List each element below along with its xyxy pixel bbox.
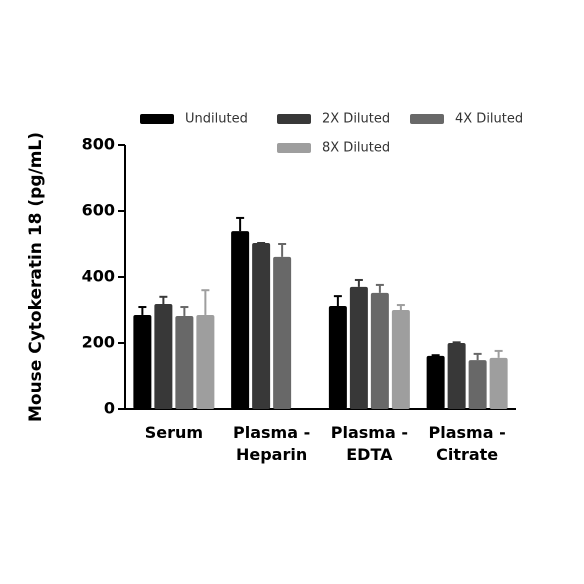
legend-swatch (140, 114, 174, 124)
x-tick-label: Plasma - Heparin (233, 423, 310, 464)
bar (426, 355, 445, 409)
x-tick-label-line: Heparin (236, 445, 307, 464)
error-bar (375, 283, 384, 293)
x-tick-label-line: Serum (145, 423, 203, 442)
bar (231, 231, 250, 409)
error-bar (354, 278, 363, 287)
error-bar (333, 295, 342, 307)
x-tick-label: Plasma - EDTA (331, 423, 408, 464)
legend-label: 8X Diluted (322, 141, 390, 156)
error-bar (138, 306, 147, 315)
legend-swatch (277, 114, 311, 124)
legend-swatch (410, 114, 444, 124)
error-bar (473, 352, 482, 361)
bar (175, 315, 194, 409)
x-tick-label-line: Plasma - (233, 423, 310, 442)
bar (133, 314, 152, 409)
y-axis-label: Mouse Cytokeratin 18 (pg/mL) (26, 132, 46, 422)
error-bar (396, 304, 405, 310)
x-tick-label-line: Citrate (436, 445, 498, 464)
bar (273, 256, 292, 409)
error-bar (201, 289, 210, 315)
bar (328, 306, 347, 409)
x-tick-label-line: EDTA (346, 445, 393, 464)
error-bar (431, 354, 440, 357)
x-tick-label-line: Plasma - (429, 423, 506, 442)
x-tick-label: Serum (145, 423, 203, 442)
error-bar (236, 216, 245, 232)
bar (370, 292, 389, 409)
y-tick-label: 200 (82, 333, 115, 352)
legend-swatch (277, 143, 311, 153)
x-tick-label-line: Plasma - (331, 423, 408, 442)
legend-label: Undiluted (185, 112, 248, 127)
error-bar (180, 306, 189, 316)
y-tick-label: 600 (82, 201, 115, 220)
y-tick-label: 800 (82, 135, 115, 154)
error-bar (494, 349, 503, 358)
bar (391, 310, 410, 409)
legend-label: 2X Diluted (322, 112, 390, 127)
bar (468, 360, 487, 409)
legend-label: 4X Diluted (455, 112, 523, 127)
x-tick-label: Plasma - Citrate (429, 423, 506, 464)
bar (154, 304, 173, 409)
bar (447, 343, 466, 409)
error-bar (159, 295, 168, 305)
bar (489, 357, 508, 409)
bar (252, 243, 271, 409)
bar (349, 286, 368, 409)
y-tick-label: 400 (82, 267, 115, 286)
y-tick-label: 0 (104, 399, 115, 418)
bar (196, 314, 215, 409)
error-bar (452, 341, 461, 344)
error-bar (278, 243, 287, 257)
